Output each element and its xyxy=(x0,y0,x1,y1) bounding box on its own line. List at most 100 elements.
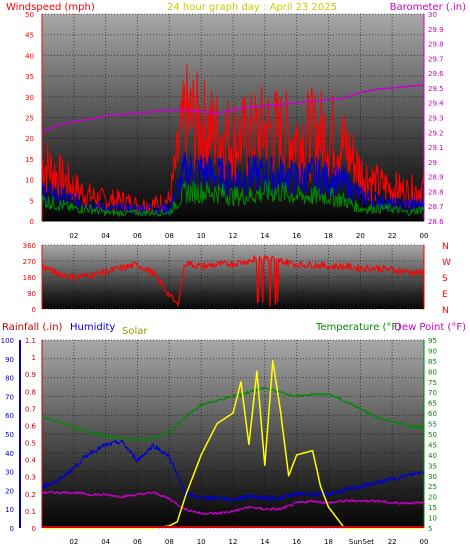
hum-y-tick-3: 30 xyxy=(5,469,14,477)
clim-x-tick-5: 12 xyxy=(229,538,238,546)
clim-x-tick-6: 14 xyxy=(260,538,269,546)
temp-y-tick-16: 85 xyxy=(428,358,437,366)
climate-series-0 xyxy=(41,386,425,442)
temp-y-tick-13: 70 xyxy=(428,389,437,397)
baro-y-tick-8: 29.4 xyxy=(428,100,444,108)
temp-y-tick-8: 45 xyxy=(428,441,437,449)
temp-y-tick-9: 50 xyxy=(428,431,437,439)
hum-y-tick-8: 80 xyxy=(5,375,14,383)
wind-x-tick-5: 12 xyxy=(229,232,238,240)
wind-y-tick-9: 45 xyxy=(25,32,34,40)
dir-compass-4: N xyxy=(442,306,449,316)
temp-y-tick-12: 65 xyxy=(428,400,437,408)
dir-compass-0: N xyxy=(442,242,449,252)
baro-y-tick-1: 28.7 xyxy=(428,203,444,211)
wind-y-tick-10: 50 xyxy=(25,11,34,19)
temp-y-tick-6: 35 xyxy=(428,462,437,470)
hum-y-tick-5: 50 xyxy=(5,431,14,439)
wind-x-tick-3: 08 xyxy=(165,232,174,240)
baro-y-tick-2: 28.8 xyxy=(428,188,444,196)
hum-y-tick-10: 100 xyxy=(1,337,14,345)
wind-y-tick-7: 35 xyxy=(25,73,34,81)
temp-y-tick-3: 20 xyxy=(428,494,437,502)
climate-series-1 xyxy=(42,490,425,516)
baro-y-tick-5: 29.1 xyxy=(428,144,444,152)
wind-y-tick-0: 0 xyxy=(30,218,34,226)
direction-series-0 xyxy=(41,255,425,307)
wind-y-tick-3: 15 xyxy=(25,156,34,164)
clim-x-tick-4: 10 xyxy=(197,538,206,546)
dir-y-tick-4: 360 xyxy=(23,242,36,250)
clim-x-tick-2: 06 xyxy=(133,538,142,546)
baro-y-tick-10: 29.6 xyxy=(428,70,444,78)
hum-y-tick-9: 90 xyxy=(5,356,14,364)
rain-y-tick-10: 1 xyxy=(32,354,36,362)
hum-y-tick-1: 10 xyxy=(5,506,14,514)
graph-title: 24 hour graph day : April 23 2025 xyxy=(167,2,337,13)
clim-x-tick-8: 18 xyxy=(324,538,333,546)
wind-series-0 xyxy=(41,64,425,214)
hum-y-tick-2: 20 xyxy=(5,487,14,495)
baro-y-tick-6: 29.2 xyxy=(428,129,444,137)
wind-x-tick-6: 14 xyxy=(260,232,269,240)
legend-rainfall: Rainfall (.in) xyxy=(2,322,63,333)
clim-x-tick-1: 04 xyxy=(101,538,110,546)
temp-y-tick-14: 75 xyxy=(428,379,437,387)
climate-series-2 xyxy=(41,439,425,502)
baro-y-tick-4: 29 xyxy=(428,159,437,167)
rain-y-tick-8: 0.8 xyxy=(25,388,36,396)
baro-y-tick-12: 29.8 xyxy=(428,41,444,49)
temp-y-tick-18: 95 xyxy=(428,337,437,345)
hum-y-tick-6: 60 xyxy=(5,412,14,420)
baro-y-tick-9: 29.5 xyxy=(428,85,444,93)
temp-y-tick-11: 60 xyxy=(428,410,437,418)
wind-y-tick-1: 5 xyxy=(30,197,34,205)
wind-y-tick-5: 25 xyxy=(25,115,34,123)
baro-y-tick-3: 28.9 xyxy=(428,174,444,182)
clim-x-tick-12: 00 xyxy=(420,538,429,546)
hum-y-tick-0: 0 xyxy=(10,525,14,533)
temp-y-tick-7: 40 xyxy=(428,452,437,460)
clim-x-tick-7: 16 xyxy=(292,538,301,546)
legend-dewpoint: Dew Point (°F) xyxy=(394,322,466,333)
rain-y-tick-6: 0.6 xyxy=(25,422,37,430)
clim-x-tick-11: 22 xyxy=(388,538,397,546)
rain-y-tick-2: 0.2 xyxy=(25,491,36,499)
wind-x-tick-1: 04 xyxy=(101,232,110,240)
hum-y-tick-4: 40 xyxy=(5,450,14,458)
baro-y-tick-13: 29.9 xyxy=(428,26,444,34)
hum-y-tick-7: 70 xyxy=(5,393,14,401)
baro-y-tick-11: 29.7 xyxy=(428,55,444,63)
windspeed-label: Windspeed (mph) xyxy=(6,2,95,13)
rain-y-tick-4: 0.4 xyxy=(25,457,37,465)
dir-y-tick-0: 0 xyxy=(32,306,36,314)
baro-y-tick-14: 30 xyxy=(428,11,437,19)
temp-y-tick-1: 10 xyxy=(428,515,437,523)
dir-compass-2: S xyxy=(442,274,448,284)
temp-y-tick-0: 5 xyxy=(428,525,432,533)
wind-x-tick-9: 20 xyxy=(356,232,365,240)
clim-x-tick-10: Set xyxy=(363,538,375,546)
dir-compass-1: W xyxy=(442,258,451,268)
dir-y-tick-1: 90 xyxy=(27,290,36,298)
wind-x-tick-4: 10 xyxy=(197,232,206,240)
temp-y-tick-17: 90 xyxy=(428,347,437,355)
rain-y-tick-1: 0.1 xyxy=(25,508,36,516)
legend-solar: Solar xyxy=(122,326,148,337)
wind-y-tick-2: 10 xyxy=(25,177,34,185)
wind-series-1 xyxy=(41,151,425,215)
wind-x-tick-2: 06 xyxy=(133,232,142,240)
wind-series-2 xyxy=(41,180,425,217)
wind-x-tick-11: 00 xyxy=(420,232,429,240)
baro-y-tick-0: 28.6 xyxy=(428,218,444,226)
temp-y-tick-10: 55 xyxy=(428,421,437,429)
rain-y-tick-0: 0 xyxy=(32,525,36,533)
barometer-line xyxy=(41,84,425,133)
temp-y-tick-2: 15 xyxy=(428,504,437,512)
dir-compass-3: E xyxy=(442,290,448,300)
barometer-label: Barometer (.in) xyxy=(390,2,466,13)
wind-y-tick-4: 20 xyxy=(25,135,34,143)
rain-y-tick-9: 0.9 xyxy=(25,371,36,379)
